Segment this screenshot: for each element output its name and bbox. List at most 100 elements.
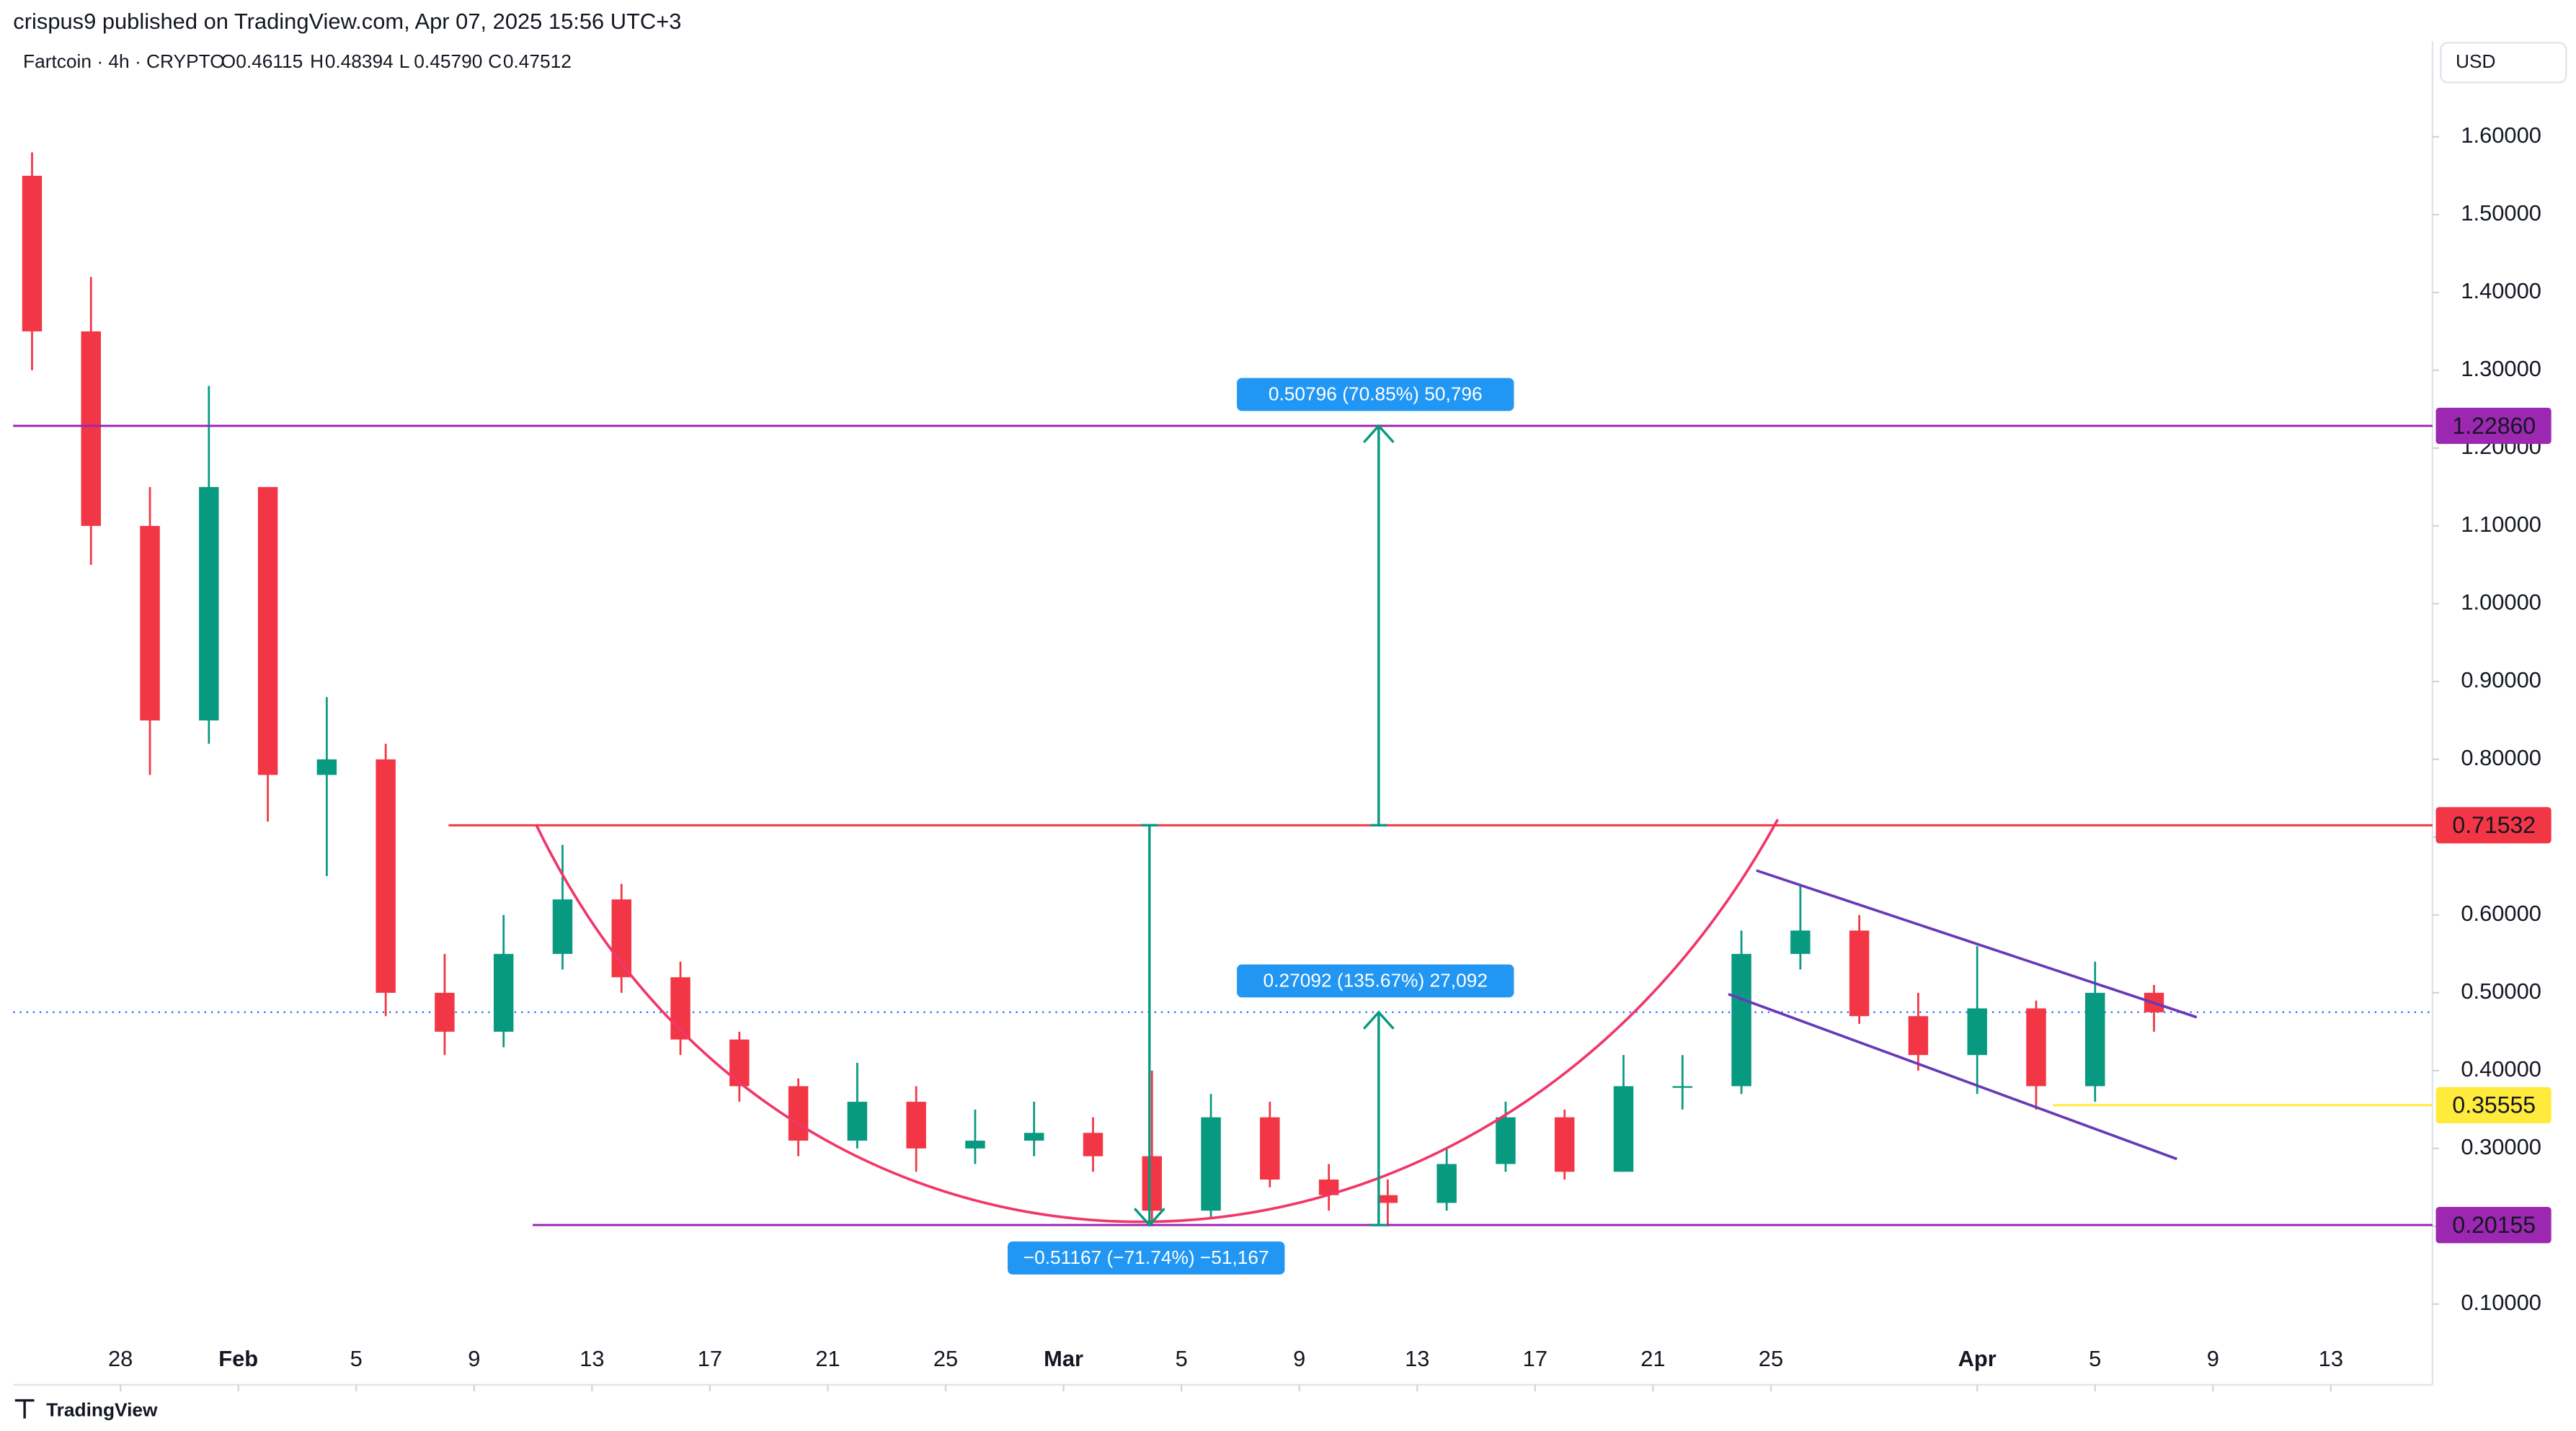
- y-tick-label: 0.90000: [2461, 667, 2541, 692]
- candle-body: [1555, 1117, 1575, 1172]
- x-tick-label: 5: [1176, 1346, 1188, 1371]
- level-price-box: [2435, 407, 2551, 445]
- ohlc-legend: O 0.46115 H 0.48394 L 0.45790 C 0.47512: [221, 50, 572, 72]
- channel-lower: [1728, 992, 2177, 1161]
- candle-body: [1201, 1117, 1221, 1211]
- y-tick-label: 1.10000: [2461, 512, 2541, 537]
- candle-body: [906, 1102, 926, 1149]
- measure-head: [1362, 424, 1395, 444]
- ohlc-key: L: [399, 50, 410, 72]
- x-tick-label: 13: [1405, 1346, 1429, 1371]
- x-tick-label: 21: [815, 1346, 840, 1371]
- candle-body: [1083, 1133, 1103, 1156]
- x-tick-label: 13: [579, 1346, 604, 1371]
- ohlc-value: 0.48394: [325, 50, 394, 72]
- measure-head: [1133, 1208, 1165, 1227]
- currency: USD: [2456, 50, 2496, 72]
- x-tick-label: 13: [2319, 1346, 2343, 1371]
- publisher: crispus9 published on TradingView.com, A…: [13, 9, 681, 34]
- x-tick-label: 28: [108, 1346, 133, 1371]
- measure-box: [1237, 378, 1514, 411]
- candle-body: [1496, 1117, 1516, 1164]
- x-tick-label: 17: [1523, 1346, 1547, 1371]
- candle-body: [376, 759, 396, 993]
- level-price-label: 0.35555: [2452, 1092, 2536, 1118]
- level-price-box: [2435, 807, 2551, 844]
- level-price-label: 0.20155: [2452, 1212, 2536, 1238]
- ohlc-value: 0.47512: [503, 50, 572, 72]
- symbol: Fartcoin · 4h · CRYPTO: [23, 50, 225, 72]
- y-tick-label: 1.30000: [2461, 356, 2541, 381]
- candle-body: [1023, 1133, 1044, 1141]
- x-tick-label: 17: [698, 1346, 722, 1371]
- candle-body: [1318, 1180, 1339, 1195]
- logo-mark: ⊤: [13, 1394, 36, 1424]
- brand: TradingView: [46, 1399, 158, 1420]
- x-tick-label: 25: [933, 1346, 958, 1371]
- y-tick-label: 1.50000: [2461, 200, 2541, 226]
- x-tick-label: Mar: [1044, 1346, 1083, 1371]
- x-tick-label: 9: [468, 1346, 480, 1371]
- candle-body: [729, 1039, 750, 1087]
- measure-label: 0.50796 (70.85%) 50,796: [1269, 383, 1483, 405]
- candle-body: [1613, 1086, 1634, 1172]
- y-tick-label: 0.60000: [2461, 901, 2541, 926]
- cup-curve: [534, 819, 1780, 1223]
- y-tick-label: 0.80000: [2461, 745, 2541, 770]
- candle-body: [788, 1086, 809, 1141]
- measure-label: 0.27092 (135.67%) 27,092: [1263, 969, 1488, 991]
- candle-body: [1142, 1156, 1163, 1211]
- channel-upper: [1756, 869, 2198, 1019]
- currency-box[interactable]: [2440, 42, 2567, 84]
- candle-body: [81, 331, 101, 526]
- candle-body: [847, 1102, 868, 1141]
- candle-body: [1908, 1016, 1929, 1056]
- candle-body: [2026, 1008, 2046, 1087]
- candle-body: [435, 992, 455, 1032]
- measure-box: [1237, 964, 1514, 998]
- x-tick-label: Apr: [1958, 1346, 1997, 1371]
- candle-body: [965, 1141, 985, 1149]
- candle-body: [140, 525, 160, 721]
- y-tick-label: 1.00000: [2461, 589, 2541, 615]
- x-tick-label: 5: [2089, 1346, 2101, 1371]
- measure-label: −0.51167 (−71.74%) −51,167: [1023, 1247, 1269, 1268]
- ohlc-value: 0.45790: [414, 50, 482, 72]
- x-tick-label: Feb: [218, 1346, 258, 1371]
- y-tick-label: 0.50000: [2461, 978, 2541, 1004]
- measure-box: [1008, 1241, 1285, 1275]
- candle-body: [2085, 992, 2105, 1087]
- candle-body: [1731, 953, 1751, 1087]
- level-price-label: 1.22860: [2452, 413, 2536, 439]
- x-tick-label: 21: [1640, 1346, 1665, 1371]
- candle-body: [22, 175, 43, 331]
- measure-head: [1362, 1010, 1395, 1030]
- level-price-box: [2435, 1207, 2551, 1244]
- x-tick-label: 9: [1293, 1346, 1305, 1371]
- candle-body: [493, 953, 514, 1032]
- candle-body: [1849, 930, 1870, 1017]
- y-tick-label: 0.30000: [2461, 1134, 2541, 1159]
- candle-body: [257, 486, 278, 775]
- candle-body: [611, 899, 631, 978]
- candle-body: [1377, 1195, 1398, 1203]
- candle-body: [316, 759, 337, 775]
- candle-body: [552, 899, 573, 954]
- candle-body: [1436, 1164, 1457, 1203]
- level-price-box: [2435, 1087, 2551, 1124]
- x-tick-label: 9: [2207, 1346, 2219, 1371]
- ohlc-key: O: [221, 50, 236, 72]
- y-tick-label: 1.60000: [2461, 122, 2541, 148]
- candle-body: [1790, 930, 1811, 954]
- ohlc-key: H: [310, 50, 324, 72]
- y-tick-label: 0.10000: [2461, 1290, 2541, 1315]
- x-tick-label: 25: [1759, 1346, 1783, 1371]
- candle-body: [1672, 1086, 1693, 1088]
- overlay: 1.22860 0.71532 0.35555 0.20155 0.50796 (70.…: [13, 378, 2551, 1275]
- candle-body: [1967, 1008, 1987, 1056]
- ohlc-value: 0.46115: [236, 50, 303, 72]
- y-tick-label: 0.40000: [2461, 1056, 2541, 1082]
